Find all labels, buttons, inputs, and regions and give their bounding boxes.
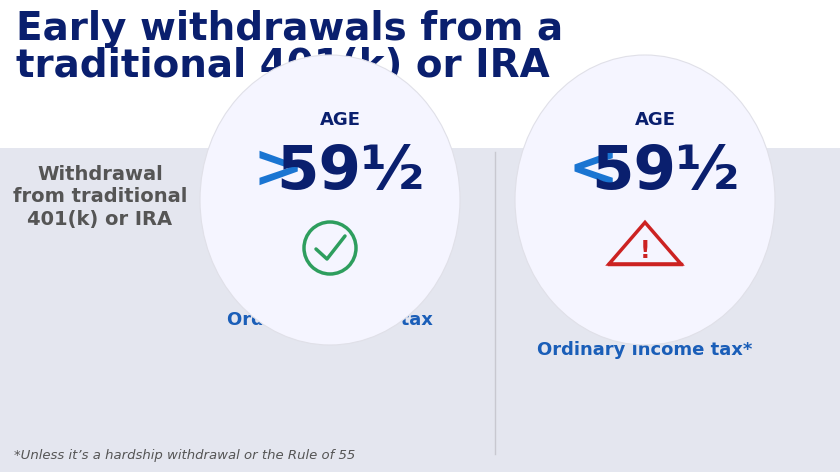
Text: Early withdrawals from a: Early withdrawals from a xyxy=(16,10,563,48)
Text: <: < xyxy=(567,141,618,200)
Text: !: ! xyxy=(640,239,650,263)
FancyBboxPatch shape xyxy=(0,148,840,472)
Text: 10% penalty: 10% penalty xyxy=(582,299,708,317)
FancyBboxPatch shape xyxy=(0,0,840,148)
Text: AGE: AGE xyxy=(634,111,675,129)
Text: >: > xyxy=(252,141,303,200)
Text: 59½: 59½ xyxy=(276,143,424,202)
Text: Ordinary income tax*: Ordinary income tax* xyxy=(538,341,753,359)
Ellipse shape xyxy=(515,55,775,345)
Text: Ordinary income tax: Ordinary income tax xyxy=(227,311,433,329)
Text: 59½: 59½ xyxy=(591,143,739,202)
Text: 401(k) or IRA: 401(k) or IRA xyxy=(28,211,172,229)
Ellipse shape xyxy=(200,55,460,345)
Text: from traditional: from traditional xyxy=(13,187,187,207)
Text: *Unless it’s a hardship withdrawal or the Rule of 55: *Unless it’s a hardship withdrawal or th… xyxy=(14,449,355,462)
Text: Withdrawal: Withdrawal xyxy=(37,165,163,184)
Text: AGE: AGE xyxy=(319,111,360,129)
Text: +: + xyxy=(636,318,654,338)
Text: traditional 401(k) or IRA: traditional 401(k) or IRA xyxy=(16,47,549,85)
